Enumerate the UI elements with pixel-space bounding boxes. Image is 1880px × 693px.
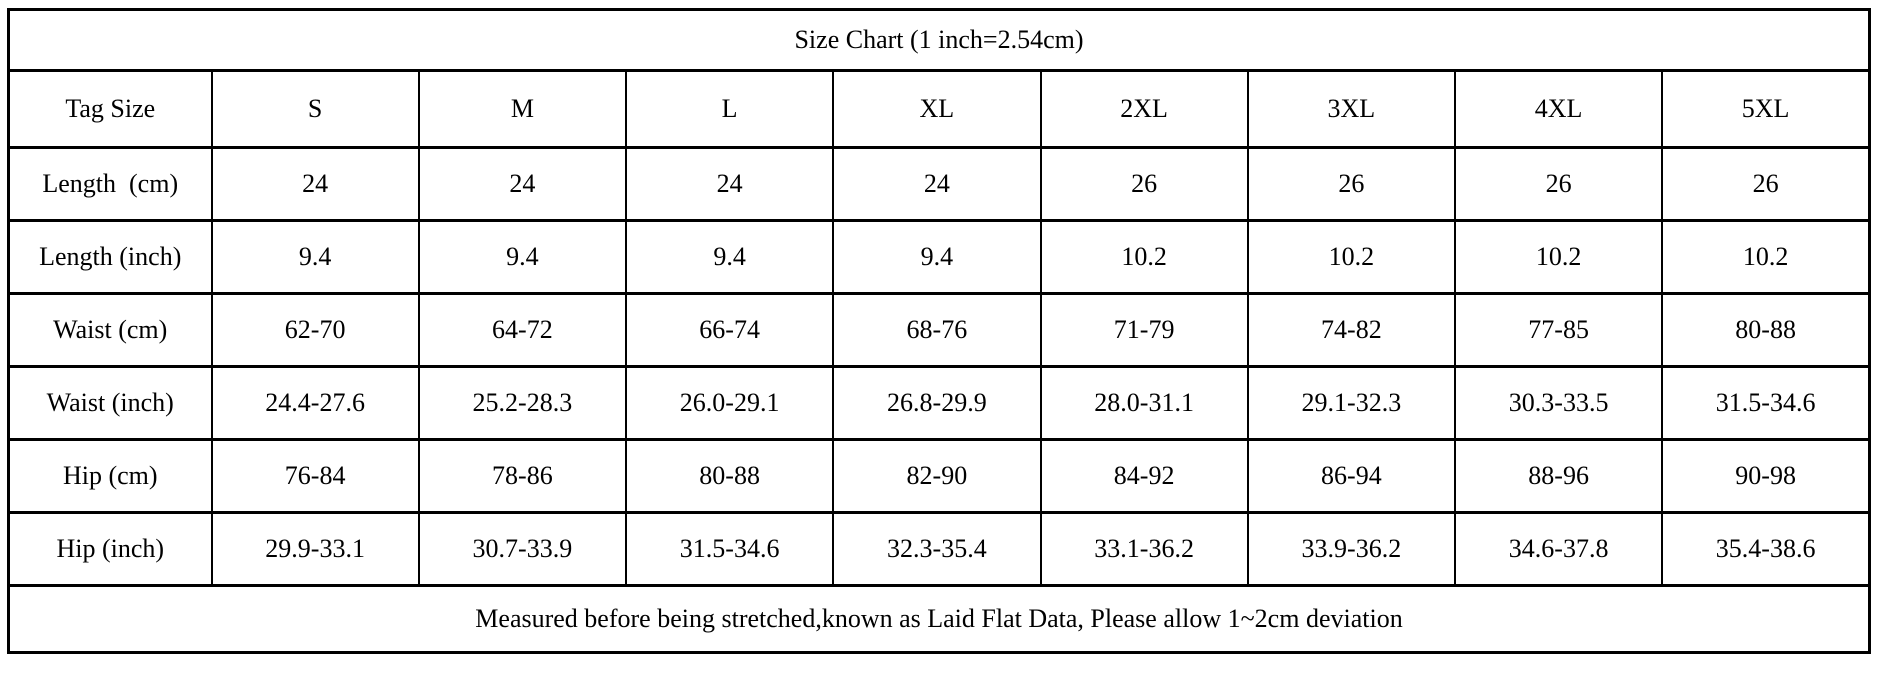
data-cell: 9.4: [417, 219, 628, 295]
size-header-cell: 3XL: [1246, 69, 1457, 149]
row-label: Hip (inch): [7, 511, 213, 587]
data-cell: 78-86: [417, 438, 628, 514]
data-cell: 24: [624, 146, 835, 222]
tag-size-header-cell: Tag Size: [7, 69, 213, 149]
data-cell: 24.4-27.6: [210, 365, 420, 441]
data-cell: 29.9-33.1: [210, 511, 420, 587]
data-cell: 24: [210, 146, 420, 222]
data-cell: 82-90: [832, 438, 1042, 514]
data-cell: 31.5-34.6: [624, 511, 835, 587]
data-cell: 88-96: [1453, 438, 1664, 514]
table-row: Length (cm) 24 24 24 24 26 26 26 26: [7, 146, 1871, 222]
data-cell: 26: [1246, 146, 1457, 222]
data-cell: 26.8-29.9: [832, 365, 1042, 441]
data-cell: 77-85: [1453, 292, 1664, 368]
size-header-cell: 4XL: [1453, 69, 1664, 149]
data-cell: 74-82: [1246, 292, 1457, 368]
row-label: Waist (cm): [7, 292, 213, 368]
table-row: Length (inch) 9.4 9.4 9.4 9.4 10.2 10.2 10.2 10.…: [7, 219, 1871, 295]
size-header-cell: M: [417, 69, 628, 149]
data-cell: 9.4: [210, 219, 420, 295]
size-chart-body: Size Chart (1 inch=2.54cm) Tag Size S M L XL…: [7, 8, 1871, 654]
data-cell: 10.2: [1039, 219, 1249, 295]
data-cell: 32.3-35.4: [832, 511, 1042, 587]
data-cell: 10.2: [1453, 219, 1664, 295]
data-cell: 26.0-29.1: [624, 365, 835, 441]
size-chart-table: Size Chart (1 inch=2.54cm) Tag Size S M L XL…: [7, 8, 1871, 654]
table-row: Hip (cm) 76-84 78-86 80-88 82-90 84-92 86-94 88…: [7, 438, 1871, 514]
data-cell: 66-74: [624, 292, 835, 368]
data-cell: 80-88: [624, 438, 835, 514]
table-row: Waist (cm) 62-70 64-72 66-74 68-76 71-79 74-82…: [7, 292, 1871, 368]
data-cell: 86-94: [1246, 438, 1457, 514]
footer-row: Measured before being stretched,known as…: [7, 584, 1871, 654]
data-cell: 29.1-32.3: [1246, 365, 1457, 441]
table-row: Hip (inch) 29.9-33.1 30.7-33.9 31.5-34.6 32.…: [7, 511, 1871, 587]
row-label: Waist (inch): [7, 365, 213, 441]
size-header-cell: XL: [832, 69, 1042, 149]
data-cell: 10.2: [1661, 219, 1871, 295]
data-cell: 31.5-34.6: [1661, 365, 1871, 441]
data-cell: 64-72: [417, 292, 628, 368]
data-cell: 71-79: [1039, 292, 1249, 368]
row-label: Hip (cm): [7, 438, 213, 514]
data-cell: 30.7-33.9: [417, 511, 628, 587]
size-header-cell: 2XL: [1039, 69, 1249, 149]
data-cell: 9.4: [832, 219, 1042, 295]
data-cell: 62-70: [210, 292, 420, 368]
data-cell: 33.1-36.2: [1039, 511, 1249, 587]
data-cell: 33.9-36.2: [1246, 511, 1457, 587]
data-cell: 26: [1453, 146, 1664, 222]
data-cell: 80-88: [1661, 292, 1871, 368]
data-cell: 9.4: [624, 219, 835, 295]
data-cell: 68-76: [832, 292, 1042, 368]
data-cell: 30.3-33.5: [1453, 365, 1664, 441]
data-cell: 10.2: [1246, 219, 1457, 295]
data-cell: 24: [832, 146, 1042, 222]
data-cell: 90-98: [1661, 438, 1871, 514]
row-label: Length (cm): [7, 146, 213, 222]
data-cell: 26: [1039, 146, 1249, 222]
table-row: Waist (inch) 24.4-27.6 25.2-28.3 26.0-29.1 2…: [7, 365, 1871, 441]
title-row: Size Chart (1 inch=2.54cm): [7, 8, 1871, 72]
data-cell: 26: [1661, 146, 1871, 222]
data-cell: 76-84: [210, 438, 420, 514]
data-cell: 34.6-37.8: [1453, 511, 1664, 587]
size-header-cell: S: [210, 69, 420, 149]
data-cell: 84-92: [1039, 438, 1249, 514]
data-cell: 24: [417, 146, 628, 222]
table-footnote: Measured before being stretched,known as…: [7, 584, 1871, 654]
size-header-cell: L: [624, 69, 835, 149]
data-cell: 25.2-28.3: [417, 365, 628, 441]
header-row: Tag Size S M L XL 2XL 3XL 4XL 5XL: [7, 69, 1871, 149]
size-header-cell: 5XL: [1661, 69, 1871, 149]
data-cell: 28.0-31.1: [1039, 365, 1249, 441]
data-cell: 35.4-38.6: [1661, 511, 1871, 587]
row-label: Length (inch): [7, 219, 213, 295]
table-title: Size Chart (1 inch=2.54cm): [7, 8, 1871, 72]
